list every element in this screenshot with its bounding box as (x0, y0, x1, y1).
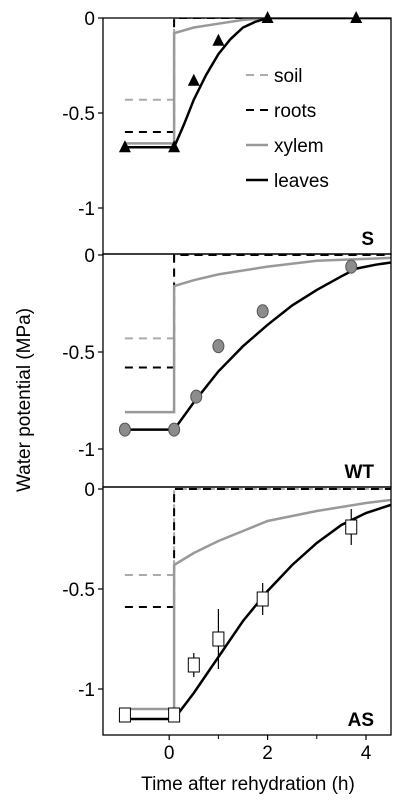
plot-area (124, 488, 391, 721)
series-line-xylem (124, 498, 391, 711)
panel-label: WT (344, 462, 374, 483)
data-point (212, 33, 225, 46)
chart-panels: 0 -0.5 -1 S 0 -0.5 -1 WT 0 -0.5 -1 AS 0 2 4 (62, 9, 392, 764)
legend-label-xylem: xylem (274, 136, 324, 157)
data-point (190, 389, 203, 404)
series-line-leaves (124, 261, 391, 431)
legend-label-soil: soil (274, 66, 303, 87)
panel-label: AS (348, 710, 374, 731)
data-point (118, 422, 131, 437)
data-point (261, 11, 274, 23)
series-line-leaves (124, 18, 391, 149)
series-line-xylem (124, 256, 391, 414)
panel-wt: 0 -0.5 -1 WT (62, 246, 392, 488)
series-line-leaves (124, 503, 391, 721)
data-point (345, 519, 358, 535)
y-tick-label: -1 (78, 199, 95, 220)
series-line-soil (124, 18, 391, 101)
data-point (118, 707, 131, 723)
data-point (187, 73, 200, 86)
legend-label-leaves: leaves (274, 171, 329, 192)
plot-area (124, 18, 391, 149)
panel-frame (102, 486, 392, 736)
x-tick-label: 4 (361, 743, 372, 764)
data-point (168, 707, 181, 723)
x-tick-label: 2 (262, 743, 273, 764)
series-line-roots (124, 488, 391, 608)
panel-label: S (361, 229, 374, 250)
data-point (256, 591, 269, 607)
y-tick-label: -1 (78, 440, 95, 461)
x-axis-title: Time after rehydration (h) (141, 774, 355, 795)
panel-frame (102, 17, 392, 255)
data-point (212, 339, 225, 354)
series-line-roots (124, 18, 391, 133)
data-point (187, 657, 200, 673)
y-tick-label: -0.5 (62, 580, 95, 601)
series-line-xylem (124, 18, 391, 145)
panel-as: 0 -0.5 -1 AS (62, 480, 392, 736)
y-tick-label: 0 (84, 480, 95, 501)
data-point (345, 259, 358, 274)
data-point (256, 304, 269, 319)
data-point (118, 140, 131, 153)
y-axis-title: Water potential (MPa) (14, 308, 35, 492)
y-tick-label: 0 (84, 246, 95, 267)
y-tick-label: -0.5 (62, 343, 95, 364)
data-point (212, 631, 225, 647)
panel-frame (102, 253, 392, 488)
panel-s: 0 -0.5 -1 S (62, 9, 392, 255)
y-tick-label: -0.5 (62, 104, 95, 125)
data-point (168, 140, 181, 153)
data-point (350, 11, 363, 23)
legend-label-roots: roots (274, 101, 316, 122)
x-tick-label: 0 (164, 743, 175, 764)
y-tick-label: -1 (78, 680, 95, 701)
legend: soil roots xylem leaves (246, 66, 329, 192)
y-tick-label: 0 (84, 9, 95, 30)
data-point (168, 422, 181, 437)
plot-area (124, 254, 391, 431)
